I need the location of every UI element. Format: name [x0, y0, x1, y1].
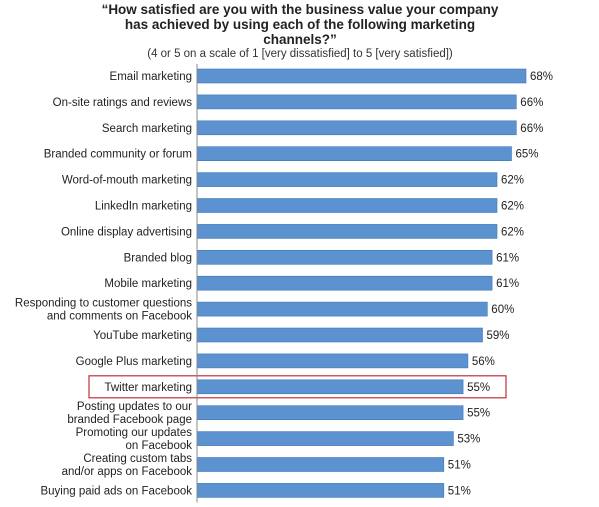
bar	[196, 483, 445, 498]
bar-value-label: 62%	[501, 226, 524, 238]
bar	[196, 327, 483, 343]
bar	[196, 94, 517, 110]
bar-value-label: 61%	[496, 252, 519, 264]
bar	[196, 301, 488, 317]
bar	[196, 431, 454, 446]
bar-value-label: 55%	[467, 408, 490, 420]
bar	[196, 250, 493, 265]
bar-value-label: 51%	[448, 460, 471, 472]
category-label: Buying paid ads on Facebook	[40, 485, 192, 497]
highlight-box	[88, 375, 507, 399]
bar	[196, 224, 498, 239]
bar-value-label: 62%	[501, 175, 524, 187]
category-label: Twitter marketing	[104, 382, 192, 394]
bar	[196, 379, 464, 395]
bar-value-label: 51%	[448, 485, 471, 497]
bar	[196, 275, 493, 291]
bar-value-label: 60%	[491, 304, 514, 316]
bar	[196, 68, 527, 84]
bar	[196, 405, 464, 421]
category-labels-group: Email marketing On-site ratings and revie…	[15, 71, 192, 497]
category-label: Branded community or forum	[44, 149, 192, 161]
bar-value-label: 59%	[487, 330, 510, 342]
category-label: Posting updates to our branded Facebook p…	[67, 401, 192, 426]
bar-value-label: 68%	[530, 71, 553, 83]
category-label: Creating custom tabs and/or apps on Faceb…	[62, 453, 193, 478]
category-label: Google Plus marketing	[76, 356, 192, 368]
category-label: Search marketing	[102, 123, 192, 135]
category-label: YouTube marketing	[93, 330, 192, 342]
bar-value-label: 61%	[496, 278, 519, 290]
category-label: On-site ratings and reviews	[53, 97, 193, 109]
bar	[196, 353, 469, 369]
bar-value-label: 53%	[457, 434, 480, 446]
category-label: Word-of-mouth marketing	[62, 175, 192, 187]
category-label: Online display advertising	[61, 226, 192, 238]
bar	[196, 198, 498, 213]
bar-value-label: 65%	[516, 149, 539, 161]
category-label: Promoting our updates on Facebook	[76, 427, 193, 452]
category-label: Responding to customer questions and comm…	[15, 298, 192, 323]
bar-value-label: 66%	[520, 97, 543, 109]
bar	[196, 172, 498, 187]
category-label: LinkedIn marketing	[95, 201, 192, 213]
bar-value-label: 56%	[472, 356, 495, 368]
bar	[196, 457, 445, 472]
category-label: Branded blog	[124, 252, 192, 264]
bar	[196, 120, 517, 136]
value-labels-group: 68% 66% 66% 65% 62% 62% 62% 61% 61% 60% 59% 56% 55% 5…	[448, 71, 553, 497]
bar	[196, 146, 512, 161]
bar-value-label: 62%	[501, 201, 524, 213]
chart-header: “How satisfied are you with the business…	[90, 2, 510, 62]
bar-value-label: 55%	[467, 382, 490, 394]
chart-title: “How satisfied are you with the business…	[101, 2, 499, 47]
bars-group	[196, 68, 527, 498]
category-label: Email marketing	[110, 71, 192, 83]
chart-subtitle: (4 or 5 on a scale of 1 [very dissatisfi…	[147, 48, 453, 60]
bar-value-label: 66%	[520, 123, 543, 135]
category-label: Mobile marketing	[104, 278, 192, 290]
